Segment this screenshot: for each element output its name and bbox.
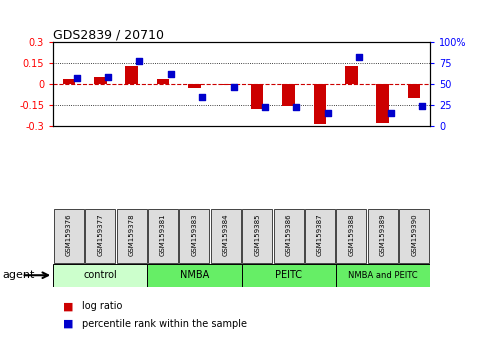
- Bar: [242, 210, 272, 263]
- Bar: [220, 84, 232, 85]
- Text: GSM159384: GSM159384: [223, 213, 229, 256]
- Point: [230, 84, 238, 90]
- Bar: [251, 84, 264, 109]
- Point: [387, 110, 395, 116]
- Text: GSM159385: GSM159385: [254, 213, 260, 256]
- Text: GSM159390: GSM159390: [411, 213, 417, 256]
- Text: GSM159378: GSM159378: [128, 213, 135, 256]
- Text: GSM159383: GSM159383: [191, 213, 198, 256]
- Point: [418, 103, 426, 109]
- Bar: [147, 264, 242, 287]
- Text: GDS2839 / 20710: GDS2839 / 20710: [53, 28, 164, 41]
- Point: [293, 104, 300, 109]
- Text: NMBA and PEITC: NMBA and PEITC: [348, 271, 418, 280]
- Point: [199, 94, 206, 99]
- Text: GSM159377: GSM159377: [97, 213, 103, 256]
- Bar: [63, 79, 75, 84]
- Bar: [242, 264, 336, 287]
- Bar: [368, 210, 398, 263]
- Bar: [148, 210, 178, 263]
- Bar: [179, 210, 210, 263]
- Point: [261, 104, 269, 110]
- Bar: [94, 77, 106, 84]
- Point: [167, 71, 175, 77]
- Bar: [156, 79, 169, 84]
- Text: GSM159389: GSM159389: [380, 213, 386, 256]
- Point: [355, 55, 363, 60]
- Bar: [399, 210, 429, 263]
- Point: [104, 75, 112, 80]
- Bar: [336, 210, 367, 263]
- Bar: [126, 66, 138, 84]
- Bar: [305, 210, 335, 263]
- Point: [73, 75, 81, 81]
- Bar: [345, 66, 357, 84]
- Text: GSM159381: GSM159381: [160, 213, 166, 256]
- Bar: [408, 84, 420, 98]
- Text: percentile rank within the sample: percentile rank within the sample: [82, 319, 247, 329]
- Text: ■: ■: [63, 319, 73, 329]
- Text: NMBA: NMBA: [180, 270, 209, 280]
- Text: PEITC: PEITC: [275, 270, 302, 280]
- Text: agent: agent: [2, 270, 35, 280]
- Text: GSM159376: GSM159376: [66, 213, 72, 256]
- Bar: [282, 84, 295, 106]
- Bar: [188, 84, 201, 88]
- Text: ■: ■: [63, 301, 73, 311]
- Text: GSM159386: GSM159386: [285, 213, 292, 256]
- Bar: [85, 210, 115, 263]
- Point: [324, 110, 332, 116]
- Bar: [314, 84, 327, 124]
- Bar: [377, 84, 389, 123]
- Text: GSM159388: GSM159388: [348, 213, 355, 256]
- Bar: [116, 210, 147, 263]
- Point: [136, 58, 143, 64]
- Text: log ratio: log ratio: [82, 301, 123, 311]
- Bar: [54, 210, 84, 263]
- Bar: [336, 264, 430, 287]
- Bar: [273, 210, 304, 263]
- Bar: [53, 264, 147, 287]
- Bar: [211, 210, 241, 263]
- Text: control: control: [84, 270, 117, 280]
- Text: GSM159387: GSM159387: [317, 213, 323, 256]
